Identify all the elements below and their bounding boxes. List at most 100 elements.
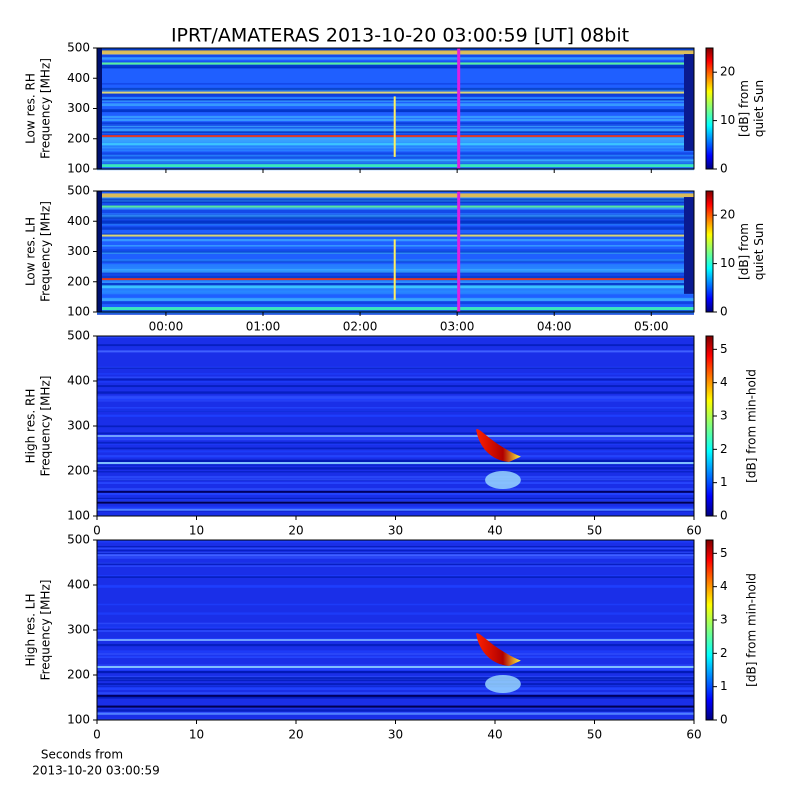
x-tick-label: 01:00 bbox=[246, 320, 281, 334]
colorbar-tick-label: 1 bbox=[720, 475, 728, 489]
x-tick-label: 03:00 bbox=[440, 320, 475, 334]
colorbar-label: [dB] from bbox=[737, 80, 751, 137]
texture-stripe bbox=[97, 82, 694, 85]
texture-stripe bbox=[97, 638, 694, 640]
y-tick-label: 300 bbox=[67, 244, 90, 258]
texture-stripe bbox=[97, 650, 694, 653]
y-axis-label: Frequency [MHz] bbox=[39, 376, 53, 477]
colorbar-tick-label: 4 bbox=[720, 579, 728, 593]
texture-band bbox=[97, 193, 694, 198]
y-axis-label: High res. LH bbox=[24, 593, 38, 666]
texture-stripe bbox=[97, 493, 694, 496]
texture-stripe bbox=[97, 556, 694, 559]
texture-band bbox=[97, 694, 694, 697]
texture-stripe bbox=[97, 161, 694, 164]
colorbar-tick-label: 2 bbox=[720, 442, 728, 456]
y-axis-label: High res. RH bbox=[24, 389, 38, 464]
texture-band bbox=[97, 639, 694, 641]
texture-burst bbox=[476, 633, 521, 666]
x-tick-label: 20 bbox=[288, 728, 303, 742]
texture-stripe bbox=[97, 562, 694, 564]
y-tick-label: 400 bbox=[67, 214, 90, 228]
texture-stripe bbox=[97, 88, 694, 91]
x-tick-label: 0 bbox=[93, 524, 101, 538]
texture-band bbox=[97, 462, 694, 464]
y-tick-label: 100 bbox=[67, 305, 90, 319]
texture-echo bbox=[485, 675, 521, 693]
y-tick-label: 200 bbox=[67, 131, 90, 145]
texture-stripe bbox=[97, 545, 694, 548]
x-tick-label: 30 bbox=[388, 524, 403, 538]
x-tick-label: 30 bbox=[388, 728, 403, 742]
texture-stripe bbox=[97, 373, 694, 375]
texture-stripe bbox=[97, 158, 694, 163]
x-tick-label: 0 bbox=[93, 728, 101, 742]
spectrogram-texture bbox=[97, 540, 694, 721]
texture-stripe bbox=[97, 57, 694, 60]
texture-stripe bbox=[97, 687, 694, 690]
texture-stripe bbox=[97, 669, 694, 671]
texture-stripe bbox=[97, 467, 694, 470]
texture-stripe bbox=[97, 376, 694, 379]
spectrogram-texture bbox=[97, 336, 694, 516]
texture-stripe bbox=[97, 478, 694, 481]
y-tick-label: 100 bbox=[67, 713, 90, 727]
texture-spike bbox=[393, 239, 396, 300]
texture-stripe bbox=[97, 676, 694, 680]
y-tick-label: 400 bbox=[67, 71, 90, 85]
texture-stripe bbox=[97, 622, 694, 625]
texture-stripe bbox=[97, 209, 694, 214]
colorbar-tick-label: 0 bbox=[720, 305, 728, 319]
y-axis-label: Frequency [MHz] bbox=[39, 58, 53, 159]
x-tick-label: 10 bbox=[189, 524, 204, 538]
texture-stripe bbox=[97, 628, 694, 631]
x-tick-label: 02:00 bbox=[343, 320, 378, 334]
texture-stripe bbox=[97, 626, 694, 628]
texture-stripe bbox=[97, 549, 694, 551]
texture-stripe bbox=[97, 514, 694, 516]
colorbar-tick-label: 10 bbox=[720, 113, 735, 127]
texture-stripe bbox=[97, 540, 694, 543]
texture-band bbox=[97, 234, 694, 237]
texture-band bbox=[97, 62, 694, 65]
texture-stripe bbox=[97, 447, 694, 450]
texture-stripe bbox=[97, 367, 694, 369]
y-tick-label: 200 bbox=[67, 274, 90, 288]
x-tick-label: 00:00 bbox=[149, 320, 184, 334]
texture-stripe bbox=[97, 547, 694, 550]
texture-stripe bbox=[97, 336, 694, 338]
texture-stripe bbox=[97, 425, 694, 428]
texture-stripe bbox=[97, 683, 694, 686]
colorbar-label: [dB] from bbox=[737, 223, 751, 280]
texture-band bbox=[97, 164, 694, 168]
texture-stripe bbox=[97, 155, 694, 159]
y-tick-label: 400 bbox=[67, 374, 90, 388]
texture-stripe bbox=[97, 391, 694, 394]
colorbar-label: [dB] from min-hold bbox=[745, 573, 759, 687]
texture-stripe bbox=[97, 48, 694, 53]
colorbar bbox=[705, 190, 714, 313]
x-tick-label: 20 bbox=[288, 524, 303, 538]
texture-stripe bbox=[97, 475, 694, 479]
texture-edge bbox=[97, 48, 102, 169]
texture-stripe bbox=[97, 643, 694, 647]
texture-stripe bbox=[97, 396, 694, 399]
texture-stripe bbox=[97, 385, 694, 388]
texture-band bbox=[97, 350, 694, 353]
colorbar-tick-label: 0 bbox=[720, 509, 728, 523]
x-tick-label: 40 bbox=[487, 728, 502, 742]
colorbar-tick-label: 0 bbox=[720, 162, 728, 176]
x-tick-label: 60 bbox=[686, 524, 701, 538]
texture-edge bbox=[97, 191, 102, 312]
y-tick-label: 200 bbox=[67, 464, 90, 478]
texture-edge bbox=[684, 54, 694, 151]
texture-stripe bbox=[97, 603, 694, 606]
texture-stripe bbox=[97, 506, 694, 509]
x-axis-label: 2013-10-20 03:00:59 bbox=[32, 764, 159, 778]
texture-stripe bbox=[97, 227, 694, 230]
colorbar-tick-label: 2 bbox=[720, 646, 728, 660]
x-tick-label: 50 bbox=[587, 524, 602, 538]
y-tick-label: 200 bbox=[67, 668, 90, 682]
texture-stripe bbox=[97, 565, 694, 567]
